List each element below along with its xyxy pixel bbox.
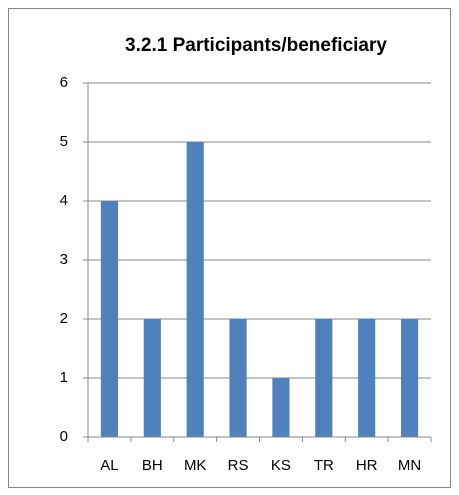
x-tick-label: AL xyxy=(100,457,118,474)
x-tick-label: HR xyxy=(356,457,378,474)
bar xyxy=(143,319,161,437)
bar xyxy=(100,201,119,437)
x-tick-label: MN xyxy=(398,457,421,474)
y-tick-label: 6 xyxy=(60,74,68,91)
y-tick-label: 1 xyxy=(60,369,68,386)
bar xyxy=(272,378,290,437)
x-tick-label: RS xyxy=(228,457,249,474)
x-tick-label: TR xyxy=(314,457,334,474)
bar xyxy=(400,319,419,437)
y-tick-label: 0 xyxy=(60,428,68,445)
y-tick-label: 3 xyxy=(60,251,68,268)
y-tick-label: 2 xyxy=(60,310,68,327)
x-tick-label: BH xyxy=(142,457,163,474)
bar xyxy=(229,319,247,437)
bar xyxy=(315,319,333,437)
x-tick-label: MK xyxy=(184,457,207,474)
y-tick-label: 4 xyxy=(60,192,68,209)
bar xyxy=(358,319,376,437)
y-tick-label: 5 xyxy=(60,133,68,150)
bar xyxy=(186,142,204,437)
chart-title: 3.2.1 Participants/beneficiary xyxy=(125,35,387,56)
x-tick-label: KS xyxy=(271,457,291,474)
